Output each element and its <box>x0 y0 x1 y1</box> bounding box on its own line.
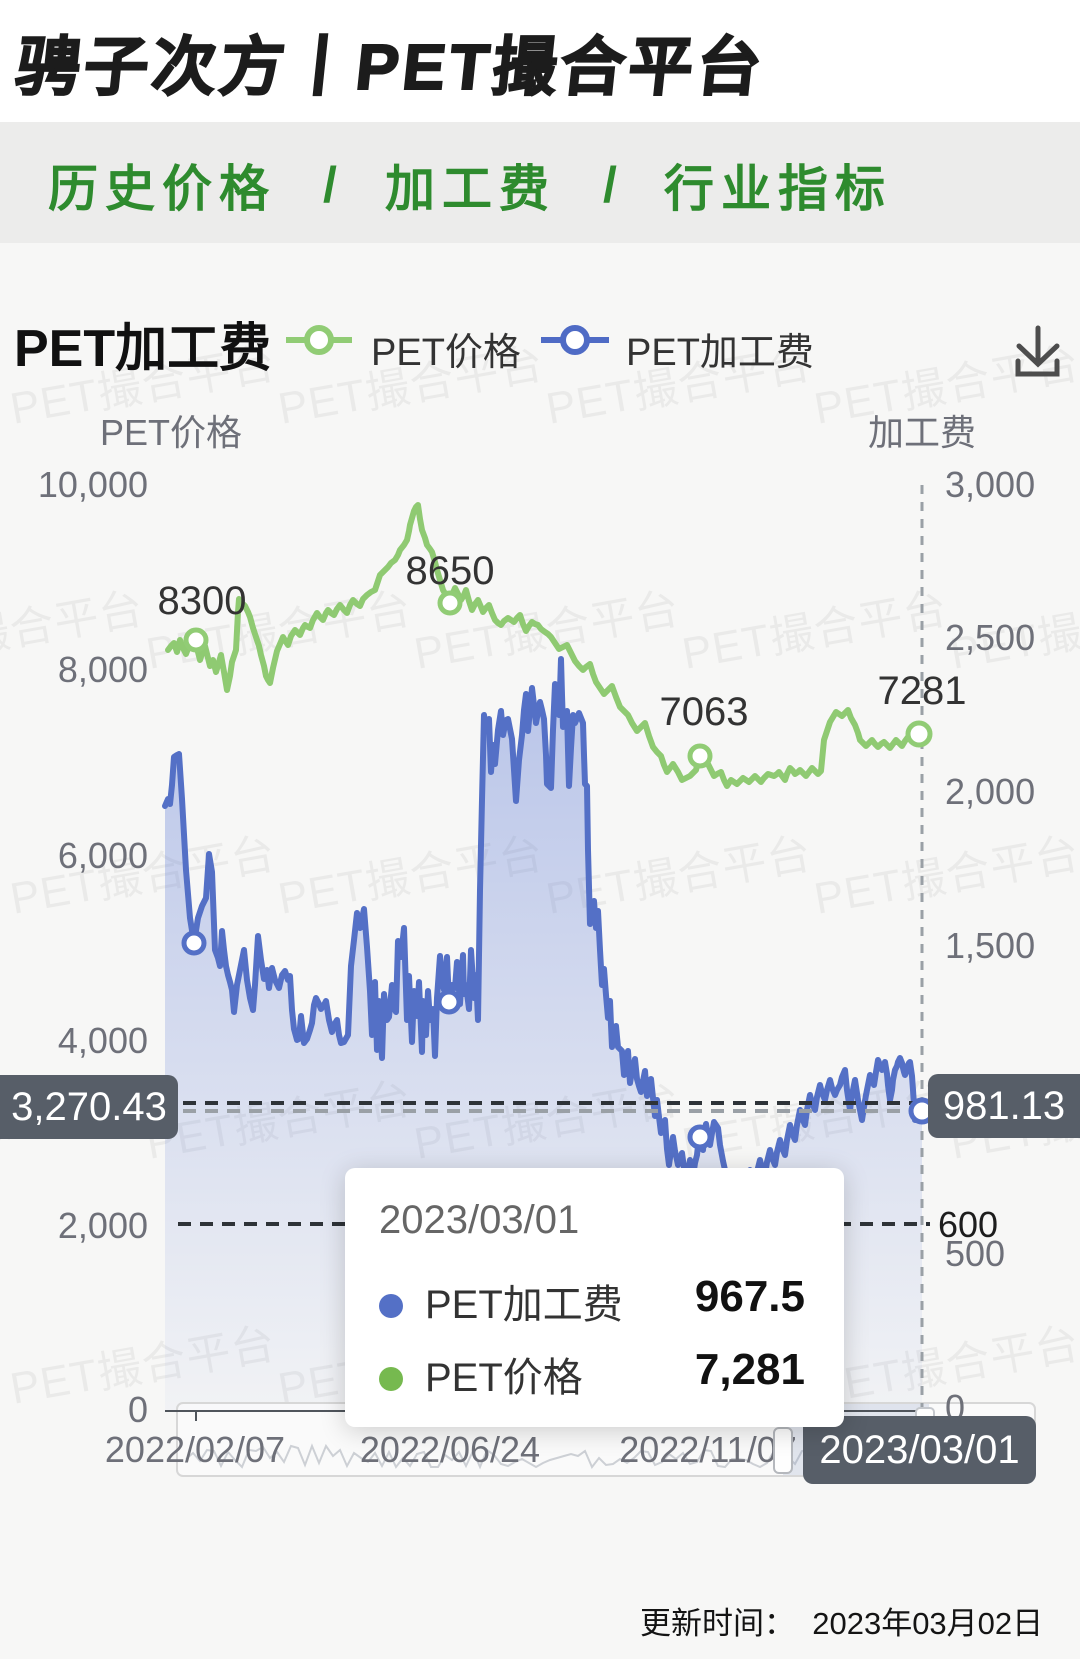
svg-text:2,500: 2,500 <box>945 617 1035 658</box>
svg-text:8300: 8300 <box>158 579 247 623</box>
svg-text:7063: 7063 <box>660 690 749 734</box>
svg-text:2,000: 2,000 <box>58 1205 148 1246</box>
svg-text:0: 0 <box>128 1389 148 1430</box>
svg-text:3,000: 3,000 <box>945 464 1035 505</box>
svg-text:4,000: 4,000 <box>58 1020 148 1061</box>
svg-text:6,000: 6,000 <box>58 835 148 876</box>
svg-text:2,000: 2,000 <box>945 771 1035 812</box>
svg-text:8,000: 8,000 <box>58 649 148 690</box>
svg-text:7281: 7281 <box>878 669 967 713</box>
svg-text:1,500: 1,500 <box>945 925 1035 966</box>
svg-text:2022/06/24: 2022/06/24 <box>360 1429 540 1470</box>
svg-text:10,000: 10,000 <box>38 464 148 505</box>
svg-text:2022/02/07: 2022/02/07 <box>105 1429 285 1470</box>
svg-text:600: 600 <box>938 1204 998 1245</box>
svg-text:500: 500 <box>945 1233 1005 1274</box>
svg-text:8650: 8650 <box>406 549 495 593</box>
svg-text:2022/11/07: 2022/11/07 <box>619 1429 797 1470</box>
